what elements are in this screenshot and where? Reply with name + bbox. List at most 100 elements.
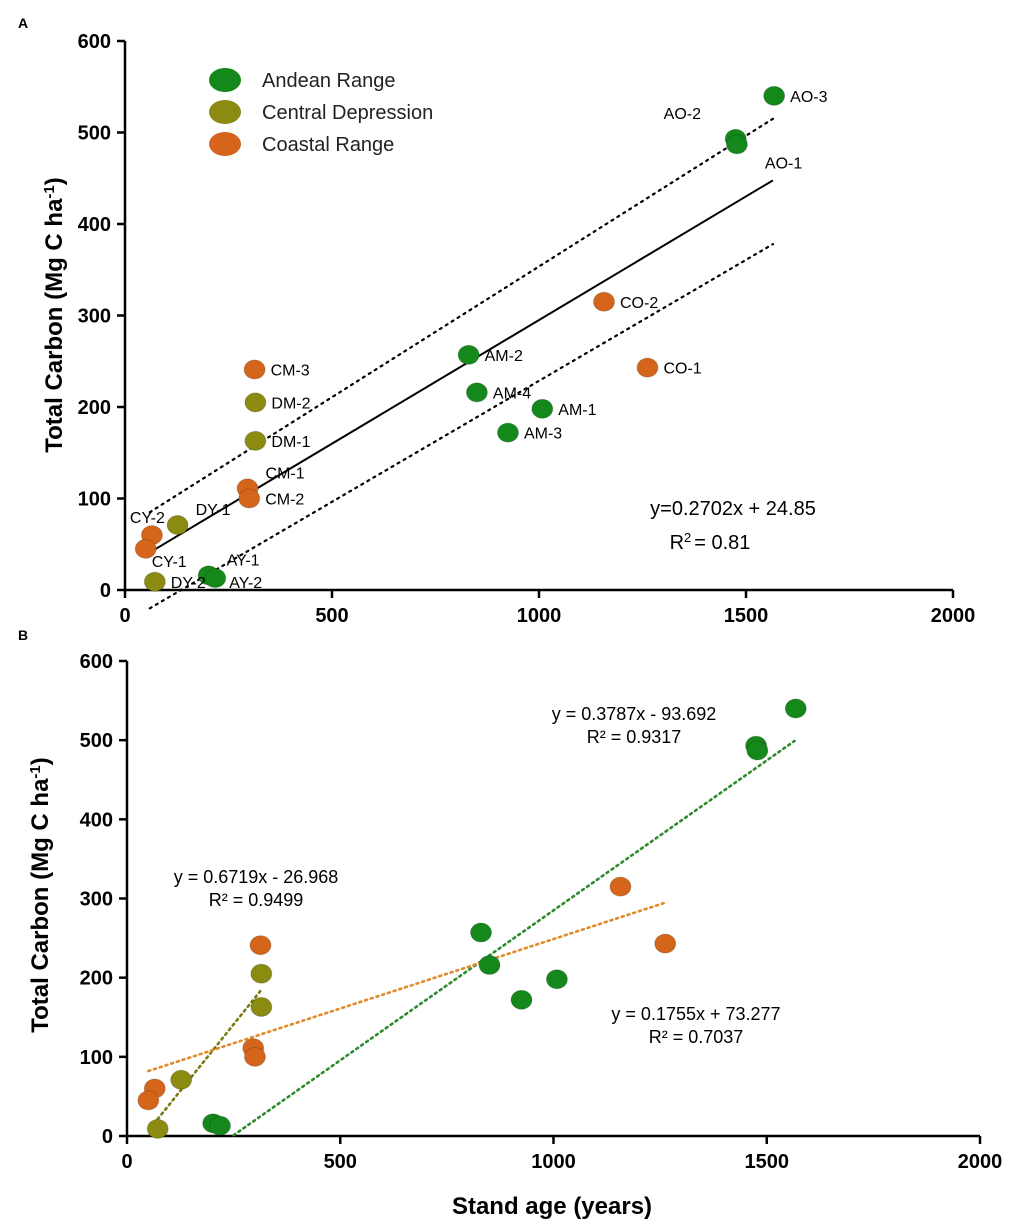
panel-b-y-tick-label: 500	[80, 730, 113, 752]
panel-b-point-andean	[510, 989, 533, 1010]
panel-b-y-tick-label: 300	[80, 889, 113, 911]
panel-a-x-tick-label: 0	[119, 605, 130, 627]
panel-b-y-tick-label: 600	[80, 651, 113, 673]
panel-a-point-label: CM-2	[265, 492, 304, 509]
panel-b-y-tick-label: 200	[80, 968, 113, 990]
panel-a-legend: Andean Range Central Depression Coastal Ra…	[209, 68, 433, 156]
panel-a-point-label: CM-1	[266, 465, 305, 482]
panel-a-point-dm-2	[244, 392, 267, 413]
panel-a-point-ay-2	[204, 568, 227, 589]
andean-trendline	[232, 739, 796, 1137]
panel-a-point-dm-1	[244, 430, 267, 451]
panel-a-y-tick-label: 600	[78, 31, 111, 53]
coastal-trend-r-squared: R² = 0.7037	[649, 1027, 744, 1047]
panel-b-point-andean	[746, 740, 769, 761]
panel-a-point-am-1	[531, 398, 554, 419]
panel-b-point-andean	[784, 698, 807, 719]
panel-a-point-label: CO-1	[663, 361, 701, 378]
panel-b-point-central	[250, 996, 273, 1017]
panel-a-point-label: AM-4	[493, 385, 531, 402]
legend-marker-central	[209, 100, 241, 124]
panel-b-point-andean	[208, 1115, 231, 1136]
panel-a-point-label: DY-2	[171, 575, 206, 592]
panel-b-point-central	[170, 1069, 193, 1090]
panel-b-point-coastal	[609, 876, 632, 897]
panel-b-point-central	[146, 1118, 169, 1139]
panel-a-y-tick-label: 500	[78, 123, 111, 145]
panel-a-point-label: AY-2	[229, 575, 262, 592]
panel-b-y-tick-label: 400	[80, 809, 113, 831]
panel-a-y-axis-title: Total Carbon (Mg C ha-1)	[41, 177, 69, 453]
panel-a-point-am-4	[465, 382, 488, 403]
legend-label-andean: Andean Range	[262, 70, 395, 92]
legend-marker-andean	[209, 68, 241, 92]
panel-a-point-cy-1	[134, 538, 157, 559]
panel-a-point-ao-3	[763, 85, 786, 106]
andean-trend-equation: y = 0.3787x - 93.692	[552, 704, 717, 724]
panel-a-r-squared: R2 = 0.81	[670, 530, 751, 555]
andean-trend-r-squared: R² = 0.9317	[587, 727, 682, 747]
panel-b-point-coastal	[243, 1046, 266, 1067]
panel-b-point-coastal	[654, 933, 677, 954]
panel-a-point-cm-2	[238, 488, 261, 509]
panel-a-point-label: CO-2	[620, 295, 658, 312]
panel-a-confidence-lower	[148, 243, 775, 610]
x-axis-title: Stand age (years)	[452, 1193, 652, 1220]
panel-a-y-tick-label: 200	[78, 397, 111, 419]
panel-b-x-tick-label: 1000	[531, 1151, 576, 1173]
panel-b-point-coastal	[137, 1090, 160, 1111]
panel-b-y-axis-title: Total Carbon (Mg C ha-1)	[27, 757, 55, 1033]
panel-a-point-label: AO-3	[790, 89, 827, 106]
panel-a-point-am-3	[496, 422, 519, 443]
panel-b-point-andean	[545, 969, 568, 990]
panel-a-point-am-2	[457, 344, 480, 365]
panel-b-chart: Total Carbon (Mg C ha-1) Stand age (year…	[27, 651, 1003, 1220]
panel-a-point-label: DM-2	[271, 395, 310, 412]
panel-a-point-cm-3	[243, 359, 266, 380]
panel-a-y-tick-label: 400	[78, 214, 111, 236]
panel-a-point-label: AO-1	[765, 155, 802, 172]
legend-label-coastal: Coastal Range	[262, 134, 394, 156]
panel-a-point-label: CY-1	[152, 554, 187, 571]
panel-a-y-tick-label: 0	[100, 580, 111, 602]
panel-a-x-tick-label: 2000	[931, 605, 976, 627]
panel-b-point-central	[250, 963, 273, 984]
panel-a-point-co-1	[636, 357, 659, 378]
panel-a-point-ao-1	[725, 134, 748, 155]
panel-a-point-label: DM-1	[271, 434, 310, 451]
panel-a-point-label: CY-2	[130, 510, 165, 527]
panel-a-point-label: AO-2	[664, 106, 701, 123]
panel-b-label: B	[18, 627, 28, 643]
legend-marker-coastal	[209, 132, 241, 156]
panel-a-point-label: AM-1	[558, 402, 596, 419]
panel-b-point-andean	[478, 955, 501, 975]
panel-a-x-tick-label: 1500	[724, 605, 769, 627]
panel-b-x-tick-label: 2000	[958, 1151, 1003, 1173]
panel-b-y-tick-label: 0	[102, 1126, 113, 1148]
panel-a-confidence-upper	[148, 117, 775, 514]
panel-a-point-label: AY-1	[227, 552, 260, 569]
panel-b-x-tick-label: 0	[121, 1151, 132, 1173]
panel-a-y-tick-label: 100	[78, 489, 111, 511]
central-trend-equation: y = 0.6719x - 26.968	[174, 867, 339, 887]
panel-b-point-andean	[469, 922, 492, 943]
panel-b-x-tick-label: 1500	[745, 1151, 790, 1173]
central-trendline	[156, 988, 263, 1121]
panel-b-point-coastal	[249, 935, 272, 956]
coastal-trend-equation: y = 0.1755x + 73.277	[611, 1004, 780, 1024]
legend-label-central: Central Depression	[262, 102, 433, 124]
panel-b-x-tick-label: 500	[324, 1151, 357, 1173]
panel-a-equation: y=0.2702x + 24.85	[650, 498, 816, 520]
panel-a-x-tick-label: 1000	[517, 605, 562, 627]
panel-a-x-tick-label: 500	[315, 605, 348, 627]
panel-a-point-label: AM-3	[524, 426, 562, 443]
panel-a-point-dy-2	[143, 571, 166, 592]
panel-a-point-dy-1	[166, 515, 189, 536]
central-trend-r-squared: R² = 0.9499	[209, 890, 304, 910]
panel-a-chart: Total Carbon (Mg C ha-1) Andean Range Cen…	[41, 31, 976, 627]
panel-a-label: A	[18, 15, 28, 31]
coastal-trendline	[147, 901, 667, 1073]
panel-a-point-label: DY-1	[196, 502, 231, 519]
panel-a-point-label: AM-2	[485, 348, 523, 365]
